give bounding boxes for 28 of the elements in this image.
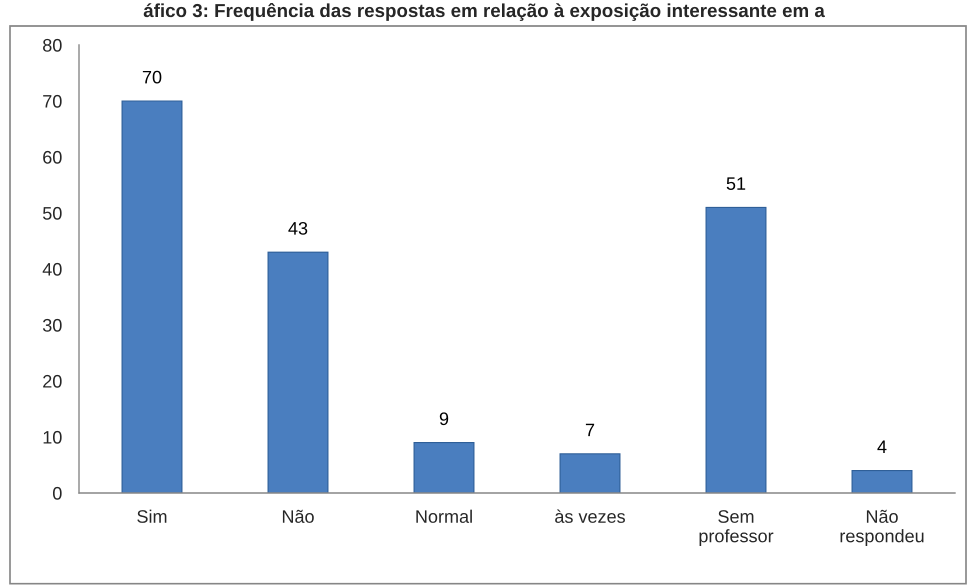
y-tick-label: 20: [43, 374, 62, 388]
bar: [852, 470, 912, 493]
y-tick-label: 30: [42, 318, 62, 332]
x-tick-label: Sem professor: [700, 510, 774, 546]
bar: [122, 100, 182, 493]
data-label: 7: [586, 424, 594, 436]
data-label: 9: [440, 412, 448, 426]
y-tick-label: 0: [53, 486, 62, 500]
data-label: 4: [877, 440, 886, 453]
x-tick-label: Não respondeu: [840, 510, 924, 546]
data-label: 70: [142, 70, 162, 84]
data-label: 43: [288, 222, 308, 235]
x-tick-label: Normal: [416, 510, 472, 523]
y-tick-label: 40: [42, 262, 62, 276]
data-label: 51: [726, 177, 746, 190]
y-tick-label: 10: [44, 430, 62, 444]
bar: [268, 252, 328, 493]
bar: [560, 453, 620, 493]
bar: [414, 442, 474, 493]
y-tick-label: 50: [42, 206, 62, 220]
y-tick-label: 70: [43, 94, 62, 108]
y-tick-label: 60: [43, 150, 62, 164]
y-tick-label: 80: [43, 38, 62, 52]
bar: [706, 206, 766, 493]
x-tick-label: às vezes: [555, 509, 625, 523]
x-tick-label: Sim: [137, 510, 166, 523]
x-tick-label: Não: [282, 510, 314, 523]
chart-title: áfico 3: Frequência das respostas em relação à exposição interessante em a: [144, 3, 825, 21]
